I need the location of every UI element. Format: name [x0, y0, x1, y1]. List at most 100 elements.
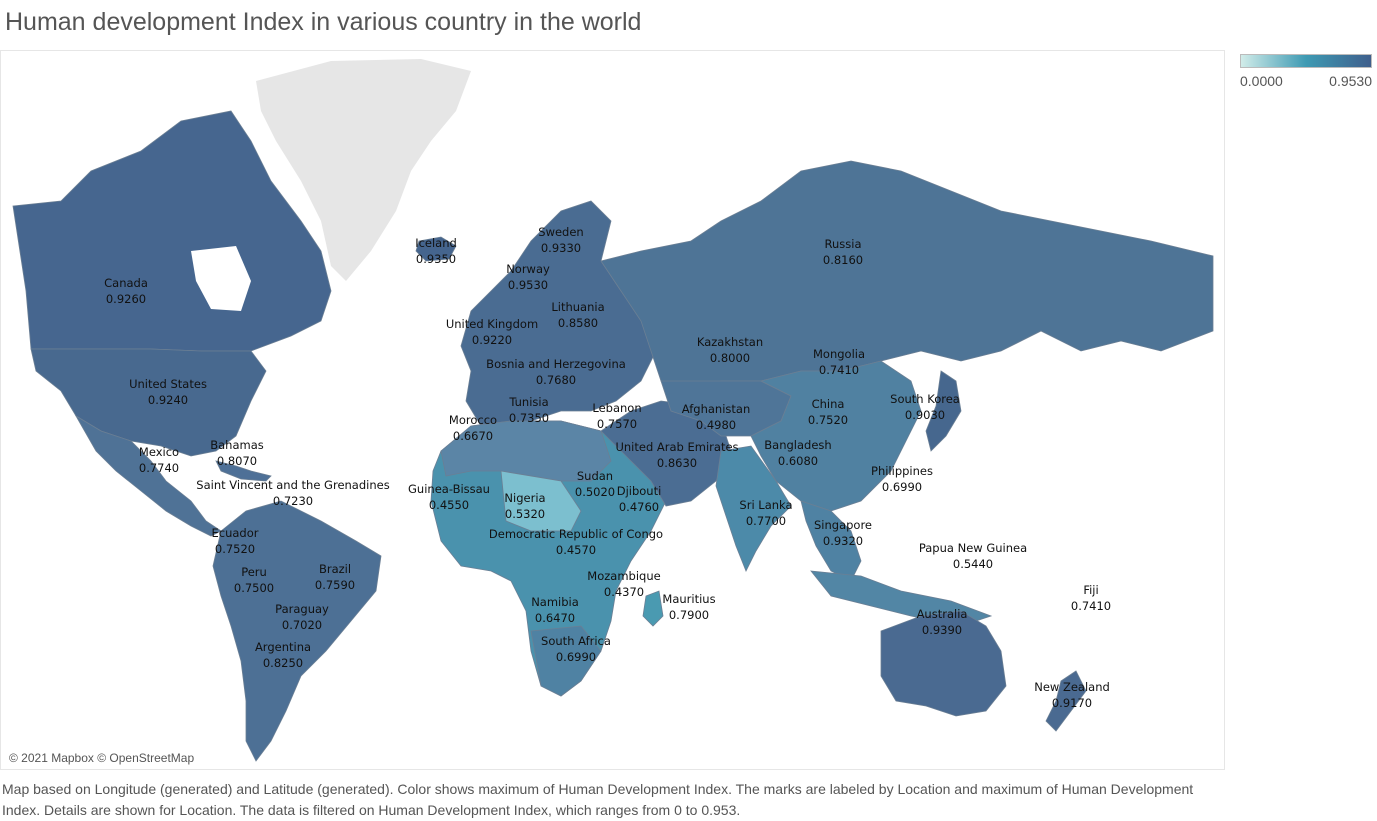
country-name: Djibouti [616, 484, 662, 498]
world-map[interactable]: .c { stroke:#6b7f94; stroke-width:0.8; } [0, 50, 1225, 770]
country-name: Russia [824, 237, 862, 251]
country-hdi-value: 0.8250 [262, 656, 304, 670]
country-label[interactable]: Paraguay 0.7020 [275, 601, 329, 633]
country-name: Singapore [813, 518, 873, 532]
country-name: Bahamas [210, 438, 264, 452]
country-hdi-value: 0.7020 [281, 618, 323, 632]
country-name: Iceland [415, 236, 457, 250]
country-hdi-value: 0.7410 [818, 363, 860, 377]
country-name: Australia [916, 607, 968, 621]
country-hdi-value: 0.8070 [216, 454, 258, 468]
country-label[interactable]: Iceland 0.9350 [415, 235, 457, 267]
country-label[interactable]: Democratic Republic of Congo 0.4570 [489, 526, 663, 558]
country-hdi-value: 0.6990 [555, 650, 597, 664]
country-name: Afghanistan [681, 402, 751, 416]
country-name: Kazakhstan [696, 335, 764, 349]
country-name: Papua New Guinea [918, 541, 1028, 555]
country-label[interactable]: Philippines 0.6990 [871, 463, 933, 495]
country-hdi-value: 0.7350 [508, 411, 550, 425]
country-hdi-value: 0.9220 [471, 333, 513, 347]
country-hdi-value: 0.7900 [668, 608, 710, 622]
country-label[interactable]: Guinea-Bissau 0.4550 [408, 481, 490, 513]
country-label[interactable]: Sri Lanka 0.7700 [739, 497, 792, 529]
country-name: Mexico [138, 445, 180, 459]
country-label[interactable]: New Zealand 0.9170 [1034, 679, 1110, 711]
country-label[interactable]: Kazakhstan 0.8000 [697, 334, 763, 366]
country-label[interactable]: Singapore 0.9320 [814, 517, 872, 549]
color-legend: 0.0000 0.9530 [1240, 54, 1372, 89]
map-shapes: .c { stroke:#6b7f94; stroke-width:0.8; } [12, 59, 1214, 762]
country-name: Ecuador [211, 526, 259, 540]
country-label[interactable]: Nigeria 0.5320 [504, 490, 545, 522]
country-name: Norway [506, 262, 550, 276]
country-hdi-value: 0.8580 [557, 316, 599, 330]
country-hdi-value: 0.8630 [656, 456, 698, 470]
country-label[interactable]: Mauritius 0.7900 [662, 591, 715, 623]
country-label[interactable]: United Arab Emirates 0.8630 [615, 439, 738, 471]
country-name: Paraguay [275, 602, 329, 616]
country-label[interactable]: Namibia 0.6470 [531, 594, 579, 626]
india-shape [715, 445, 792, 572]
country-label[interactable]: Norway 0.9530 [506, 261, 550, 293]
country-label[interactable]: Mexico 0.7740 [139, 444, 179, 476]
country-label[interactable]: United States 0.9240 [129, 376, 207, 408]
country-label[interactable]: Bosnia and Herzegovina 0.7680 [486, 356, 626, 388]
country-label[interactable]: China 0.7520 [808, 396, 848, 428]
country-label[interactable]: Sudan 0.5020 [575, 468, 615, 500]
country-name: Philippines [871, 464, 933, 478]
caption-text: Map based on Longitude (generated) and L… [2, 781, 1194, 818]
country-label[interactable]: Russia 0.8160 [823, 236, 863, 268]
country-label[interactable]: Lithuania 0.8580 [551, 299, 604, 331]
country-label[interactable]: Morocco 0.6670 [449, 412, 497, 444]
country-label[interactable]: Bahamas 0.8070 [210, 437, 264, 469]
country-name: Namibia [531, 595, 579, 609]
country-hdi-value: 0.5440 [952, 557, 994, 571]
country-label[interactable]: Saint Vincent and the Grenadines 0.7230 [196, 477, 389, 509]
country-name: New Zealand [1034, 680, 1110, 694]
country-label[interactable]: Ecuador 0.7520 [212, 525, 259, 557]
country-name: South Korea [890, 392, 960, 406]
country-name: Sri Lanka [739, 498, 793, 512]
australia-shape [880, 610, 1007, 717]
country-name: Mozambique [587, 569, 661, 583]
north-africa-shape [440, 420, 612, 482]
country-label[interactable]: Argentina 0.8250 [255, 639, 311, 671]
country-label[interactable]: Mozambique 0.4370 [587, 568, 660, 600]
country-hdi-value: 0.7500 [233, 581, 275, 595]
country-label[interactable]: Lebanon 0.7570 [592, 400, 641, 432]
country-label[interactable]: Sweden 0.9330 [538, 224, 583, 256]
country-label[interactable]: Canada 0.9260 [104, 275, 148, 307]
country-label[interactable]: Brazil 0.7590 [315, 561, 355, 593]
country-name: United States [129, 377, 207, 391]
country-label[interactable]: Fiji 0.7410 [1071, 582, 1111, 614]
country-label[interactable]: Afghanistan 0.4980 [682, 401, 750, 433]
country-name: Bosnia and Herzegovina [486, 357, 626, 371]
country-label[interactable]: United Kingdom 0.9220 [446, 316, 538, 348]
greenland-shape [256, 59, 471, 281]
country-label[interactable]: Peru 0.7500 [234, 564, 274, 596]
legend-color-ramp [1240, 54, 1372, 68]
country-hdi-value: 0.5020 [574, 485, 616, 499]
country-hdi-value: 0.7680 [535, 373, 577, 387]
map-attribution[interactable]: © 2021 Mapbox © OpenStreetMap [9, 751, 195, 765]
country-label[interactable]: South Africa 0.6990 [541, 633, 611, 665]
country-hdi-value: 0.9260 [105, 292, 147, 306]
country-name: Sudan [576, 469, 614, 483]
country-hdi-value: 0.7590 [314, 578, 356, 592]
country-name: Brazil [318, 562, 352, 576]
country-hdi-value: 0.7230 [272, 494, 314, 508]
new-zealand-shape [1045, 670, 1087, 732]
country-label[interactable]: South Korea 0.9030 [890, 391, 960, 423]
sahel-shape [500, 470, 582, 532]
country-name: China [811, 397, 845, 411]
country-name: Peru [241, 565, 267, 579]
country-label[interactable]: Tunisia 0.7350 [509, 394, 549, 426]
country-label[interactable]: Papua New Guinea 0.5440 [919, 540, 1027, 572]
country-name: Sweden [538, 225, 584, 239]
country-label[interactable]: Australia 0.9390 [917, 606, 968, 638]
caribbean-shape [215, 460, 272, 482]
country-label[interactable]: Bangladesh 0.6080 [764, 437, 831, 469]
country-label[interactable]: Mongolia 0.7410 [813, 346, 865, 378]
country-name: Bangladesh [764, 438, 832, 452]
country-label[interactable]: Djibouti 0.4760 [617, 483, 662, 515]
